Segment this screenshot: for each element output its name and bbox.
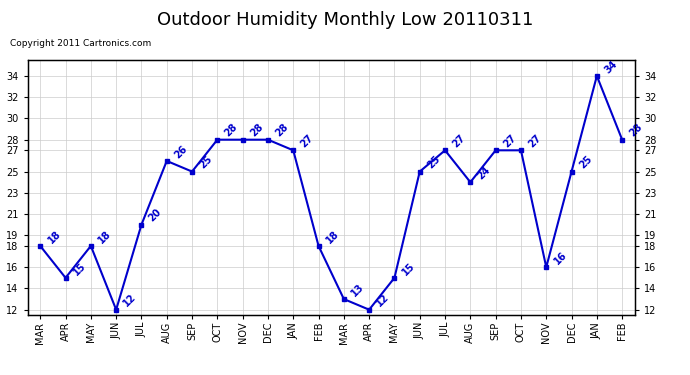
Text: 28: 28 (223, 122, 239, 139)
Text: 34: 34 (602, 58, 619, 75)
Text: 25: 25 (577, 154, 593, 171)
Text: 28: 28 (273, 122, 290, 139)
Text: 12: 12 (121, 292, 138, 309)
Text: 27: 27 (451, 133, 467, 150)
Text: 15: 15 (400, 260, 417, 277)
Text: 15: 15 (71, 260, 88, 277)
Text: Copyright 2011 Cartronics.com: Copyright 2011 Cartronics.com (10, 39, 152, 48)
Text: 24: 24 (476, 165, 493, 182)
Text: Outdoor Humidity Monthly Low 20110311: Outdoor Humidity Monthly Low 20110311 (157, 11, 533, 29)
Text: 20: 20 (147, 207, 164, 224)
Text: 13: 13 (349, 282, 366, 298)
Text: 26: 26 (172, 144, 189, 160)
Text: 27: 27 (501, 133, 518, 150)
Text: 28: 28 (248, 122, 265, 139)
Text: 27: 27 (526, 133, 543, 150)
Text: 18: 18 (97, 228, 113, 245)
Text: 12: 12 (375, 292, 391, 309)
Text: 18: 18 (46, 228, 63, 245)
Text: 25: 25 (197, 154, 214, 171)
Text: 27: 27 (299, 133, 315, 150)
Text: 25: 25 (425, 154, 442, 171)
Text: 18: 18 (324, 228, 341, 245)
Text: 16: 16 (552, 250, 569, 266)
Text: 28: 28 (628, 122, 644, 139)
